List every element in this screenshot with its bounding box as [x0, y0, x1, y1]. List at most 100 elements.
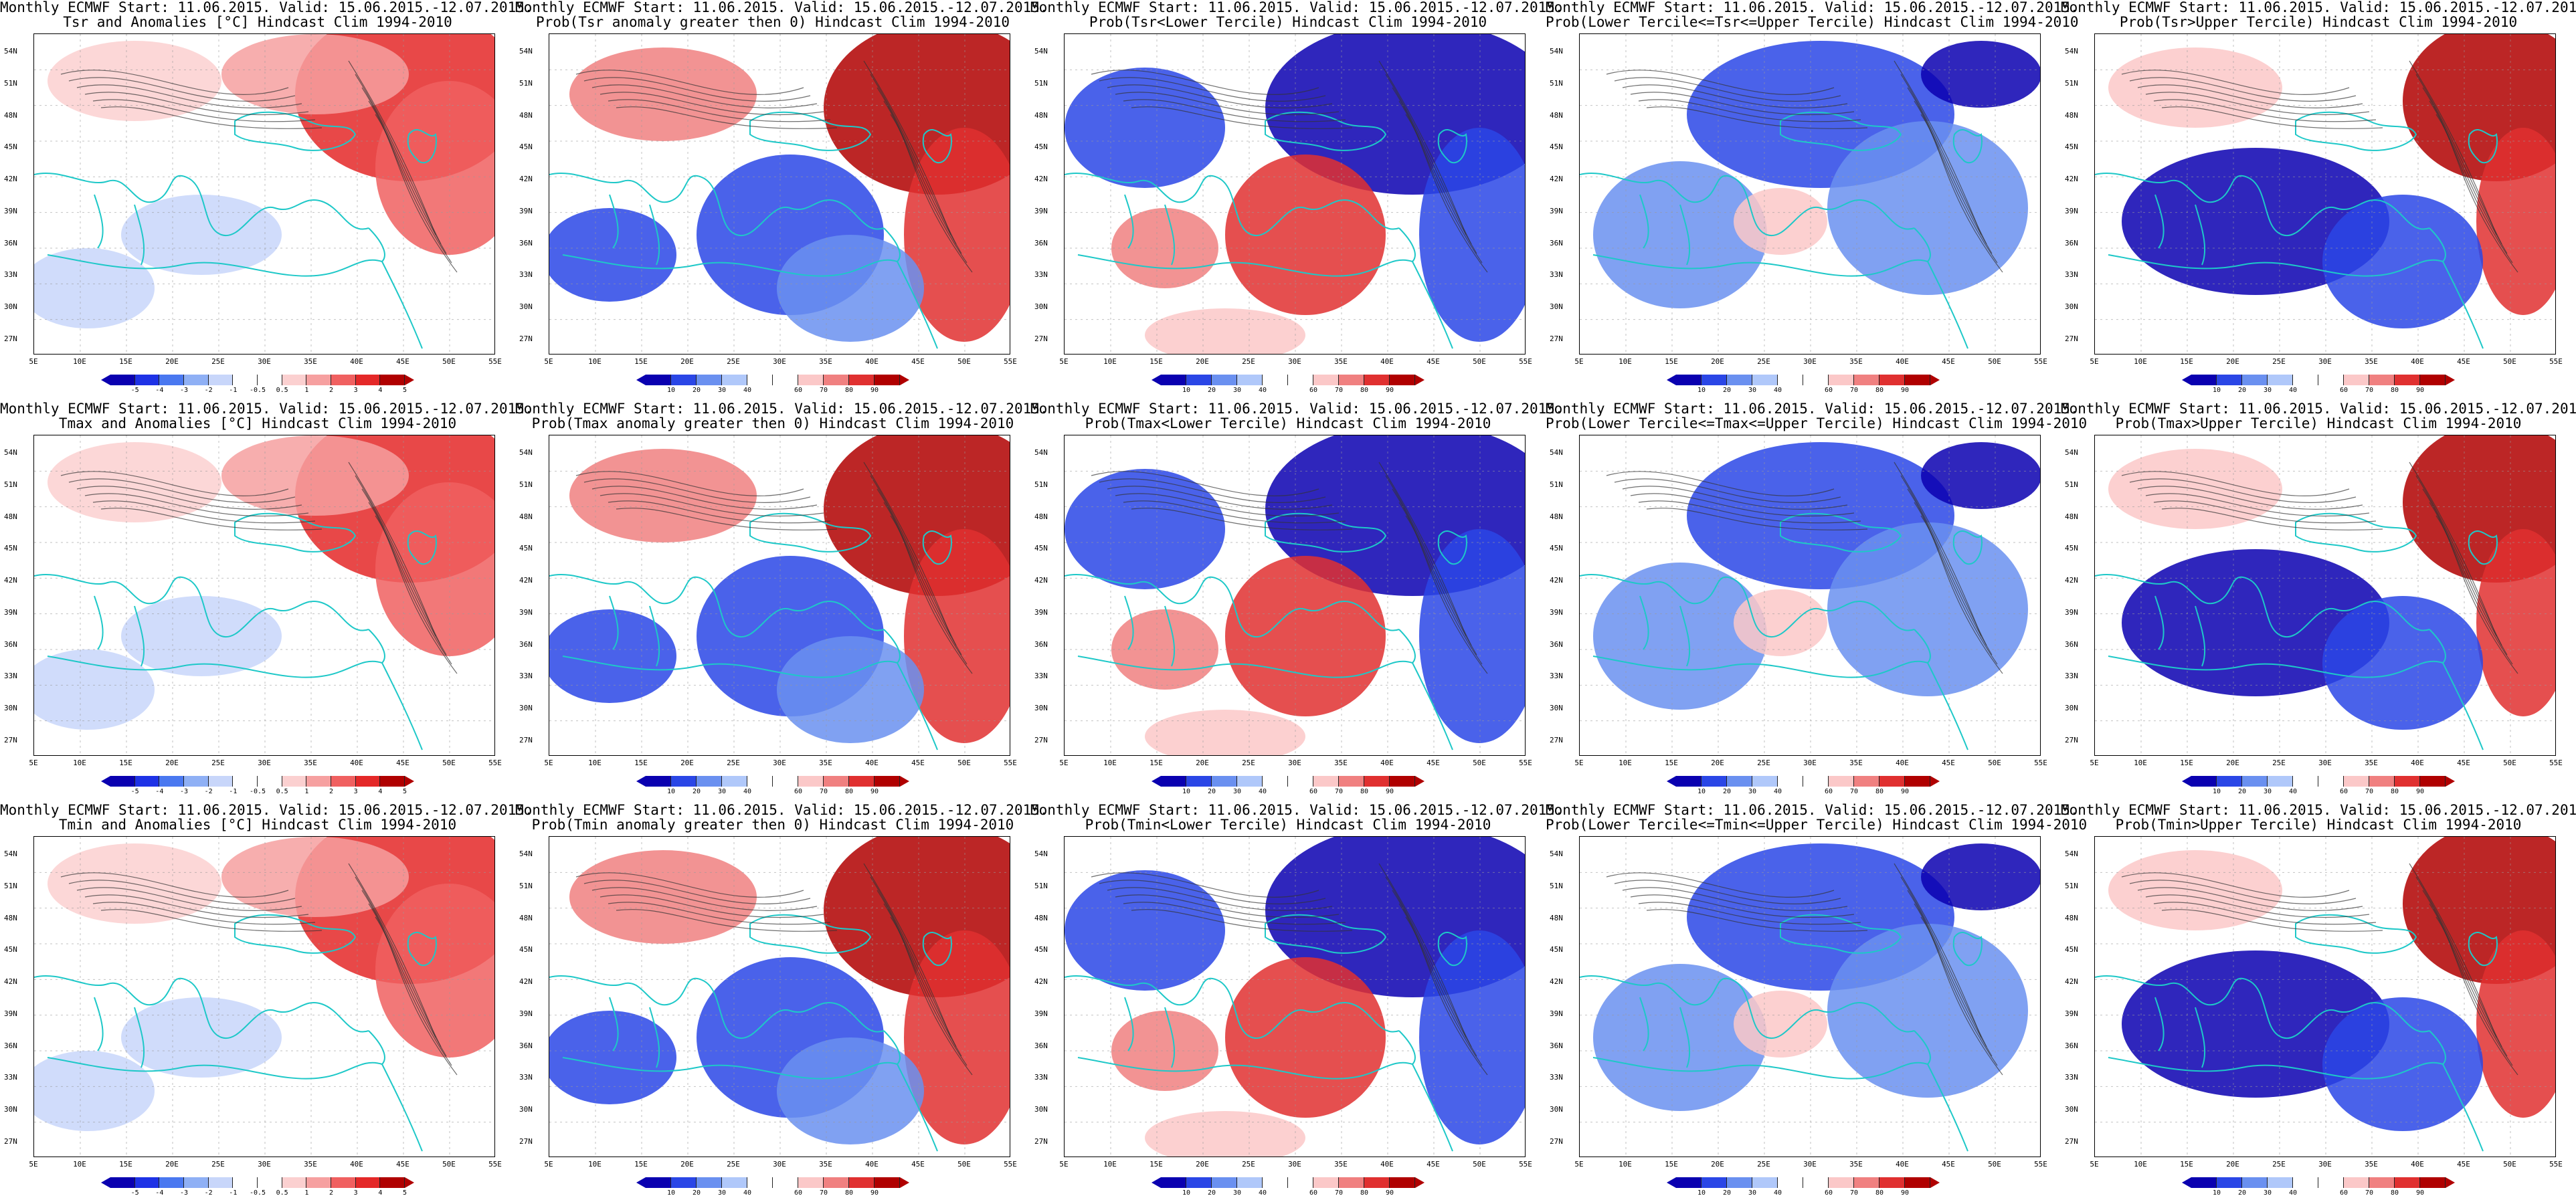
longitude-label: 35E [1334, 357, 1348, 366]
colorbar-max-arrow [1930, 375, 1940, 385]
colorbar-tick-label: 10 [1182, 788, 1191, 795]
longitude-label: 50E [2503, 1160, 2516, 1169]
colorbar-tick-label: 70 [819, 387, 828, 394]
colorbar-tick-label: 40 [1258, 788, 1267, 795]
contour-line [1630, 894, 1855, 918]
latitude-label: 51N [519, 480, 533, 489]
colorbar-swatch [1288, 1177, 1313, 1188]
colorbar-tick-label: 0.5 [276, 788, 288, 795]
longitude-label: 40E [350, 357, 363, 366]
colorbar-max-arrow [2446, 375, 2455, 385]
longitude-label: 50E [2503, 759, 2516, 767]
colorbar [636, 776, 909, 787]
coastline [1065, 573, 1400, 638]
colorbar-tick-label: 60 [1824, 1189, 1833, 1197]
contour-line [1914, 502, 1998, 665]
colorbar-tick-label: 2 [329, 788, 334, 795]
colorbar-tick-label: 80 [2390, 788, 2399, 795]
coastline [2108, 1057, 2444, 1080]
contour-line [1914, 903, 1998, 1066]
colorbar-swatch [1752, 1177, 1778, 1188]
longitude-label: 25E [2272, 1160, 2286, 1169]
longitude-label: 30E [1803, 357, 1817, 366]
longitude-label: 30E [1803, 759, 1817, 767]
longitude-label: 5E [2090, 357, 2099, 366]
longitude-label: 45E [1942, 357, 1955, 366]
coastline [368, 629, 423, 750]
longitude-label: 20E [1711, 357, 1724, 366]
contour-line [2409, 462, 2497, 637]
contour-line [1606, 872, 1835, 898]
map-plot [1579, 836, 2041, 1157]
longitude-label: 25E [1242, 1160, 1255, 1169]
colorbar-swatch [2420, 776, 2446, 787]
contour-line [1385, 475, 1472, 646]
latitude-label: 54N [519, 47, 533, 56]
field-region [2476, 529, 2555, 716]
colorbar-swatch [2242, 375, 2268, 385]
field-region [549, 1011, 676, 1104]
contour-line [1646, 106, 1868, 129]
colorbar-tick-label: 70 [1334, 788, 1344, 795]
panel-header-line: Monthly ECMWF Start: 11.06.2015. Valid: … [1030, 802, 1564, 818]
contour-line [1123, 902, 1346, 925]
longitude-label: 55E [1004, 759, 1017, 767]
latitude-label: 27N [1550, 1137, 1563, 1146]
latitude-label: 36N [1550, 1041, 1563, 1050]
latitude-label: 51N [4, 480, 17, 489]
map-field [1580, 837, 2040, 1157]
contour-line [1646, 508, 1868, 530]
colorbar-swatch [1263, 776, 1288, 787]
longitude-label: 10E [2134, 759, 2147, 767]
contour-line [1398, 903, 1483, 1066]
longitude-label: 5E [544, 357, 553, 366]
longitude-label: 15E [1149, 759, 1163, 767]
latitude-label: 45N [1034, 544, 1048, 553]
latitude-label: 42N [1034, 977, 1048, 987]
coastline [1124, 194, 1176, 266]
colorbar-swatch [1161, 375, 1186, 385]
coastline [34, 975, 369, 1039]
colorbar-swatch [722, 776, 747, 787]
field-region [1145, 1111, 1305, 1157]
longitude-label: 25E [1242, 357, 1255, 366]
colorbar-swatch [1701, 776, 1727, 787]
contour-line [1107, 887, 1333, 911]
contour-line [348, 863, 436, 1038]
colorbar-swatch [1263, 375, 1288, 385]
contour-line [1614, 880, 1841, 904]
field-region [34, 248, 155, 328]
longitude-label: 35E [1334, 1160, 1348, 1169]
colorbar-swatch [1854, 375, 1879, 385]
latitude-label: 36N [2065, 238, 2078, 247]
latitude-label: 48N [1034, 913, 1048, 922]
colorbar-swatch [2344, 776, 2369, 787]
colorbar-tick-label: 4 [378, 788, 383, 795]
forecast-panel: Monthly ECMWF Start: 11.06.2015. Valid: … [2061, 803, 2576, 1204]
latitude-label: 48N [4, 913, 17, 922]
colorbar-tick-label: -3 [179, 788, 189, 795]
latitude-label: 36N [4, 639, 17, 649]
field-region [375, 884, 494, 1058]
colorbar-swatch [646, 375, 671, 385]
coastline [1639, 595, 1691, 667]
map-plot [549, 435, 1010, 756]
coastline [407, 932, 437, 967]
contour-line [2121, 471, 2350, 496]
longitude-label: 35E [2365, 357, 2378, 366]
latitude-label: 39N [519, 206, 533, 215]
colorbar-tick-label: 70 [2365, 1189, 2374, 1197]
longitude-label: 20E [165, 759, 179, 767]
colorbar-min-arrow [101, 776, 110, 787]
colorbar-swatch [697, 776, 722, 787]
map-plot [33, 435, 495, 756]
field-region [2122, 549, 2389, 696]
latitude-label: 33N [4, 270, 17, 280]
colorbar-swatch [1701, 375, 1727, 385]
coastline [883, 1030, 938, 1152]
map-field [1065, 837, 1525, 1157]
latitude-label: 42N [2065, 175, 2078, 184]
forecast-panel: Monthly ECMWF Start: 11.06.2015. Valid: … [1546, 803, 2087, 1204]
contour-line [1900, 74, 1987, 245]
colorbar-swatch [1237, 1177, 1263, 1188]
